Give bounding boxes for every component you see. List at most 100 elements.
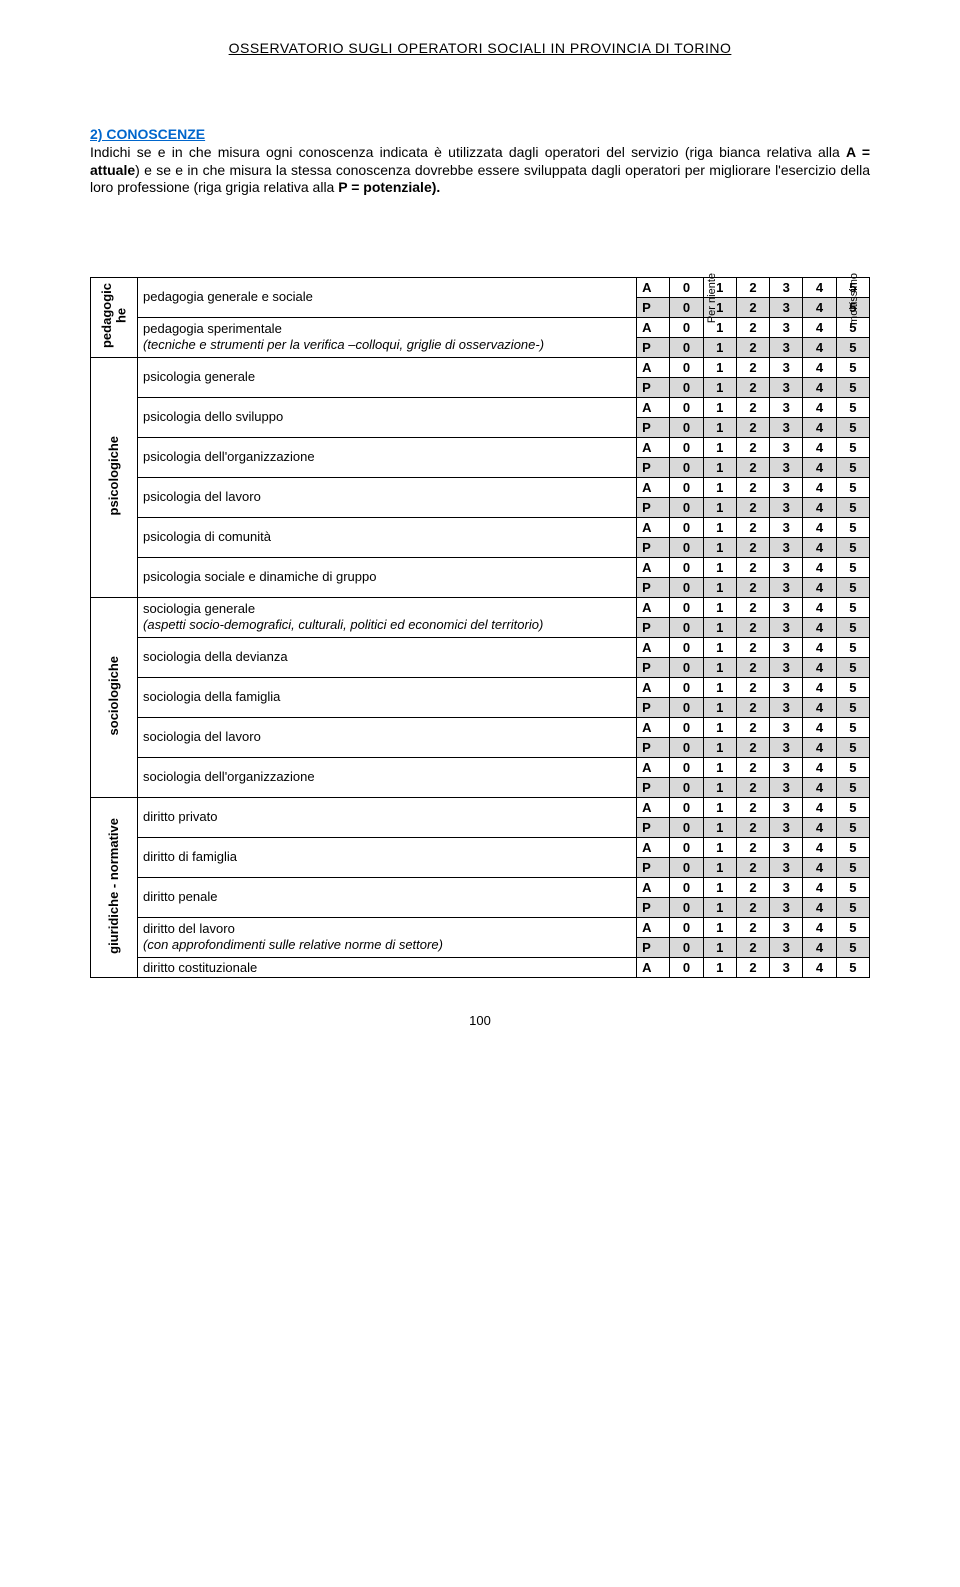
rating-value-cell: 2 [736, 937, 769, 957]
rating-type-cell: P [637, 577, 670, 597]
rating-value-cell: 1 [703, 437, 736, 457]
rating-value-cell: 3 [770, 517, 803, 537]
item-description-cell: pedagogia sperimentale(tecniche e strume… [138, 317, 637, 357]
item-description-cell: sociologia dell'organizzazione [138, 757, 637, 797]
rating-value-cell: 3 [770, 737, 803, 757]
rating-value-cell: 2 [736, 317, 769, 337]
rating-value-cell: 3 [770, 277, 803, 297]
rating-value-cell: 1 [703, 357, 736, 377]
rating-value-cell: 1 [703, 577, 736, 597]
item-description-cell: pedagogia generale e sociale [138, 277, 637, 317]
rating-value-cell: 0 [670, 557, 703, 577]
rating-value-cell: 2 [736, 377, 769, 397]
rating-value-cell: 5 [836, 617, 869, 637]
rating-type-cell: P [637, 377, 670, 397]
rating-value-cell: 1 [703, 337, 736, 357]
rating-value-cell: 2 [736, 297, 769, 317]
rating-value-cell: 3 [770, 837, 803, 857]
rating-value-cell: 5 [836, 877, 869, 897]
rating-value-cell: 4 [803, 517, 836, 537]
rating-value-cell: 0 [670, 877, 703, 897]
rating-value-cell: 1 [703, 777, 736, 797]
rating-value-cell: 0 [670, 417, 703, 437]
rating-value-cell: 2 [736, 397, 769, 417]
table-row: diritto penaleA012345 [91, 877, 870, 897]
rating-value-cell: 5 [836, 637, 869, 657]
item-text: sociologia generale [143, 601, 255, 616]
rating-value-cell: 3 [770, 377, 803, 397]
rating-value-cell: 3 [770, 877, 803, 897]
rating-value-cell: 2 [736, 617, 769, 637]
rating-type-cell: P [637, 657, 670, 677]
item-description-cell: diritto privato [138, 797, 637, 837]
rating-value-cell: 0 [670, 517, 703, 537]
rating-type-cell: A [637, 877, 670, 897]
rating-type-cell: A [637, 757, 670, 777]
rating-value-cell: 0 [670, 837, 703, 857]
rating-value-cell: 1 [703, 597, 736, 617]
rating-type-cell: P [637, 937, 670, 957]
rating-value-cell: 3 [770, 817, 803, 837]
rating-value-cell: 3 [770, 677, 803, 697]
item-text: psicologia dell'organizzazione [143, 449, 315, 464]
category-label-cell: sociologiche [91, 597, 138, 797]
item-text: psicologia di comunità [143, 529, 271, 544]
rating-value-cell: 2 [736, 417, 769, 437]
rating-value-cell: 4 [803, 917, 836, 937]
rating-value-cell: 1 [703, 477, 736, 497]
rating-type-cell: P [637, 417, 670, 437]
rating-value-cell: 2 [736, 957, 769, 978]
rating-type-cell: P [637, 857, 670, 877]
item-description-cell: psicologia dello sviluppo [138, 397, 637, 437]
rating-value-cell: 5 [836, 377, 869, 397]
rating-value-cell: 2 [736, 757, 769, 777]
intro-text-2: ) e se e in che misura la stessa conosce… [90, 162, 870, 196]
item-text: sociologia della devianza [143, 649, 288, 664]
rating-value-cell: 1 [703, 957, 736, 978]
rating-value-cell: 4 [803, 557, 836, 577]
rating-value-cell: 4 [803, 757, 836, 777]
rating-value-cell: 2 [736, 897, 769, 917]
table-row: psicologia dell'organizzazioneA012345 [91, 437, 870, 457]
rating-value-cell: 3 [770, 637, 803, 657]
rating-value-cell: 4 [803, 937, 836, 957]
rating-value-cell: 4 [803, 857, 836, 877]
rating-value-cell: 5 [836, 677, 869, 697]
rating-value-cell: 2 [736, 797, 769, 817]
rating-value-cell: 3 [770, 577, 803, 597]
rating-value-cell: 1 [703, 417, 736, 437]
table-row: sociologia della famigliaA012345 [91, 677, 870, 697]
rating-value-cell: 3 [770, 357, 803, 377]
rating-value-cell: 5 [836, 777, 869, 797]
rating-value-cell: 0 [670, 817, 703, 837]
rating-value-cell: 2 [736, 517, 769, 537]
rating-value-cell: 0 [670, 317, 703, 337]
rating-value-cell: 5 [836, 357, 869, 377]
item-description-cell: psicologia del lavoro [138, 477, 637, 517]
rating-value-cell: 5 [836, 597, 869, 617]
rating-value-cell: 3 [770, 477, 803, 497]
rating-value-cell: 0 [670, 617, 703, 637]
rating-value-cell: 0 [670, 477, 703, 497]
rating-value-cell: 4 [803, 737, 836, 757]
rating-value-cell: 3 [770, 917, 803, 937]
rating-value-cell: 0 [670, 897, 703, 917]
rating-value-cell: 2 [736, 437, 769, 457]
rating-type-cell: A [637, 437, 670, 457]
rating-type-cell: P [637, 897, 670, 917]
rating-type-cell: P [637, 697, 670, 717]
rating-value-cell: 3 [770, 657, 803, 677]
rating-value-cell: 1 [703, 737, 736, 757]
rating-value-cell: 2 [736, 457, 769, 477]
rating-type-cell: P [637, 297, 670, 317]
rating-value-cell: 4 [803, 617, 836, 637]
rating-value-cell: 1 [703, 897, 736, 917]
rating-type-cell: A [637, 277, 670, 297]
rating-value-cell: 3 [770, 957, 803, 978]
rating-type-cell: A [637, 397, 670, 417]
rating-value-cell: 1 [703, 517, 736, 537]
rating-value-cell: 4 [803, 317, 836, 337]
rating-value-cell: 2 [736, 537, 769, 557]
rating-value-cell: 2 [736, 697, 769, 717]
rating-value-cell: 0 [670, 577, 703, 597]
